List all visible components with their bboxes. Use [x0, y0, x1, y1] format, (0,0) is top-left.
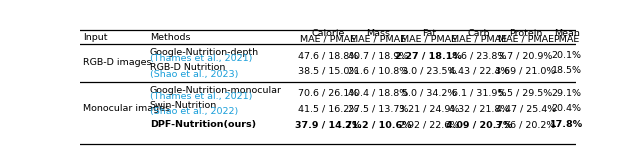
Text: (Shao et al., 2022): (Shao et al., 2022) — [150, 107, 238, 116]
Text: Carb: Carb — [468, 29, 490, 38]
Text: RGB-D images: RGB-D images — [83, 58, 152, 67]
Text: 18.5%: 18.5% — [552, 67, 582, 75]
Text: 3.56 / 20.2%: 3.56 / 20.2% — [495, 120, 556, 129]
Text: Google-Nutrition-monocular: Google-Nutrition-monocular — [150, 86, 282, 95]
Text: 3.0 / 23.5%: 3.0 / 23.5% — [401, 67, 456, 75]
Text: 40.7 / 18.9%: 40.7 / 18.9% — [348, 51, 408, 60]
Text: 3.21 / 24.9%: 3.21 / 24.9% — [399, 104, 459, 113]
Text: MAE / PMAE: MAE / PMAE — [350, 35, 406, 44]
Text: Mass: Mass — [366, 29, 390, 38]
Text: 21.2 / 10.6%: 21.2 / 10.6% — [345, 120, 412, 129]
Text: MAE / PMAE: MAE / PMAE — [498, 35, 554, 44]
Text: 47.6 / 18.8%: 47.6 / 18.8% — [298, 51, 358, 60]
Text: RGB-D Nutrition: RGB-D Nutrition — [150, 63, 225, 72]
Text: Methods: Methods — [150, 33, 190, 42]
Text: 3.7 / 20.9%: 3.7 / 20.9% — [499, 51, 553, 60]
Text: 6.1 / 31.9%: 6.1 / 31.9% — [452, 89, 506, 98]
Text: 37.9 / 14.7%: 37.9 / 14.7% — [295, 120, 361, 129]
Text: 20.1%: 20.1% — [552, 51, 582, 60]
Text: Input: Input — [83, 33, 108, 42]
Text: 70.6 / 26.1%: 70.6 / 26.1% — [298, 89, 358, 98]
Text: 40.4 / 18.8%: 40.4 / 18.8% — [348, 89, 408, 98]
Text: Google-Nutrition-depth: Google-Nutrition-depth — [150, 48, 259, 57]
Text: (Thames et al., 2021): (Thames et al., 2021) — [150, 92, 252, 101]
Text: 3.69 / 21.0%: 3.69 / 21.0% — [495, 67, 556, 75]
Text: 38.5 / 15.0%: 38.5 / 15.0% — [298, 67, 358, 75]
Text: 2.92 / 22.6%: 2.92 / 22.6% — [399, 120, 459, 129]
Text: Mean: Mean — [554, 29, 580, 38]
Text: 29.1%: 29.1% — [552, 89, 582, 98]
Text: MAE / PMAE: MAE / PMAE — [401, 35, 457, 44]
Text: DPF-Nutrition(ours): DPF-Nutrition(ours) — [150, 120, 256, 129]
Text: 41.5 / 16.2%: 41.5 / 16.2% — [298, 104, 358, 113]
Text: Calorie: Calorie — [311, 29, 345, 38]
Text: Monocular images: Monocular images — [83, 104, 170, 113]
Text: 17.8%: 17.8% — [550, 120, 583, 129]
Text: MAE / PMAE: MAE / PMAE — [451, 35, 507, 44]
Text: Protein: Protein — [509, 29, 542, 38]
Text: 4.6 / 23.8%: 4.6 / 23.8% — [452, 51, 506, 60]
Text: (Shao et al., 2023): (Shao et al., 2023) — [150, 70, 238, 79]
Text: MAE / PMAE: MAE / PMAE — [300, 35, 356, 44]
Text: 27.5 / 13.7%: 27.5 / 13.7% — [348, 104, 408, 113]
Text: 4.47 / 25.4%: 4.47 / 25.4% — [495, 104, 556, 113]
Text: 4.43 / 22.4%: 4.43 / 22.4% — [449, 67, 509, 75]
Text: Swin-Nutrition: Swin-Nutrition — [150, 101, 217, 110]
Text: 5.5 / 29.5%: 5.5 / 29.5% — [499, 89, 553, 98]
Text: 20.4%: 20.4% — [552, 104, 582, 113]
Text: 4.32 / 21.8%: 4.32 / 21.8% — [449, 104, 509, 113]
Text: 2.27 / 18.1%: 2.27 / 18.1% — [396, 51, 462, 60]
Text: 5.0 / 34.2%: 5.0 / 34.2% — [401, 89, 456, 98]
Text: PMAE: PMAE — [554, 35, 580, 44]
Text: Fat: Fat — [422, 29, 436, 38]
Text: (Thames et al., 2021): (Thames et al., 2021) — [150, 54, 252, 63]
Text: 4.09 / 20.7%: 4.09 / 20.7% — [446, 120, 512, 129]
Text: 21.6 / 10.8%: 21.6 / 10.8% — [348, 67, 408, 75]
